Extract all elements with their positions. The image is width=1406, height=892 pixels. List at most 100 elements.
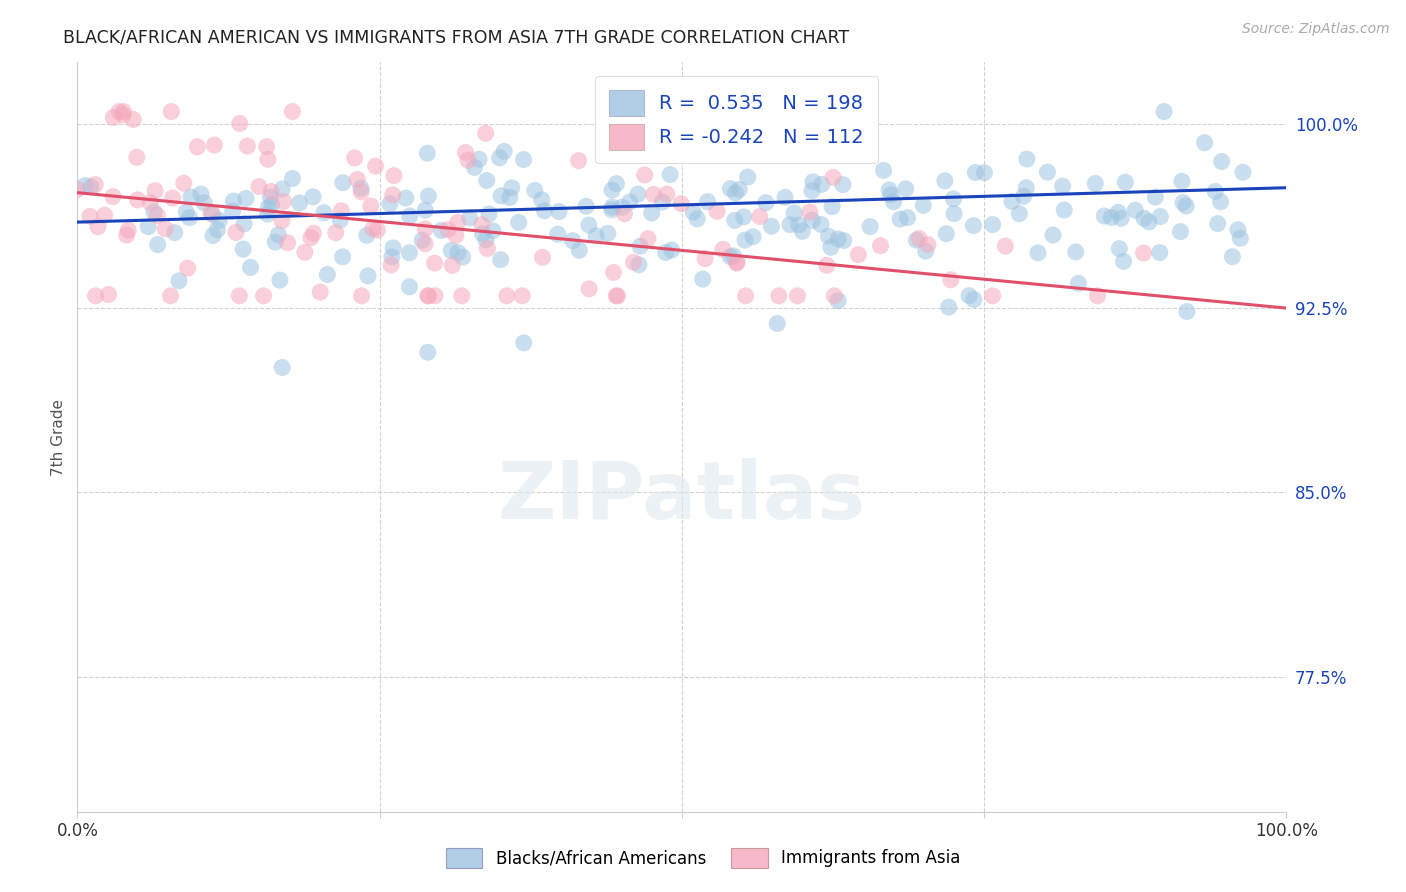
Point (877, 183, 900, 197)
Point (1015, 181, 1038, 195)
Point (1084, 177, 1107, 191)
Point (360, 199, 382, 213)
Point (792, 224, 814, 238)
Point (1123, 203, 1146, 218)
Point (600, 202, 623, 217)
Point (127, 193, 149, 207)
Point (748, 210, 770, 224)
Point (302, 227, 325, 241)
Point (605, 177, 627, 191)
Point (66, 182, 89, 196)
Point (606, 289, 628, 303)
Point (111, 108, 134, 122)
Point (846, 247, 869, 261)
Point (162, 191, 184, 205)
Point (810, 178, 832, 192)
Point (418, 189, 440, 203)
Point (193, 195, 215, 210)
Point (190, 187, 212, 202)
Point (343, 151, 366, 165)
Point (1171, 174, 1194, 188)
Point (938, 300, 960, 314)
Point (724, 186, 747, 200)
Point (474, 126, 496, 140)
Point (179, 211, 201, 225)
Point (450, 289, 472, 303)
Point (264, 235, 287, 249)
Legend: R =  0.535   N = 198, R = -0.242   N = 112: R = 0.535 N = 198, R = -0.242 N = 112 (595, 76, 877, 163)
Point (596, 227, 619, 241)
Point (101, 189, 124, 203)
Point (501, 181, 523, 195)
Point (627, 187, 650, 202)
Text: Source: ZipAtlas.com: Source: ZipAtlas.com (1241, 22, 1389, 37)
Point (718, 250, 741, 264)
Point (820, 240, 842, 254)
Point (1211, 154, 1233, 169)
Point (1229, 231, 1251, 245)
Point (737, 169, 759, 184)
Point (1114, 175, 1136, 189)
Point (1053, 202, 1076, 217)
Point (692, 272, 714, 286)
Point (817, 229, 839, 244)
Point (880, 187, 903, 202)
Point (1204, 185, 1226, 199)
Point (136, 219, 159, 234)
Legend: Blacks/African Americans, Immigrants from Asia: Blacks/African Americans, Immigrants fro… (439, 841, 967, 875)
Point (799, 205, 821, 219)
Point (787, 218, 810, 232)
Point (1112, 254, 1135, 268)
Point (530, 193, 553, 207)
Point (1132, 246, 1154, 260)
Point (489, 189, 512, 203)
Point (176, 261, 198, 276)
Point (273, 194, 295, 209)
Point (1052, 179, 1074, 194)
Point (1099, 211, 1122, 225)
Point (1149, 245, 1171, 260)
Point (908, 231, 931, 245)
Point (489, 252, 512, 267)
Point (361, 222, 384, 236)
Point (494, 145, 516, 159)
Point (271, 182, 294, 196)
Point (464, 161, 486, 175)
Point (1209, 194, 1232, 209)
Point (832, 234, 855, 248)
Point (364, 159, 387, 173)
Point (413, 203, 436, 218)
Point (669, 196, 692, 211)
Point (413, 222, 436, 236)
Point (627, 258, 650, 272)
Point (112, 104, 135, 119)
Point (79, 210, 101, 224)
Point (398, 280, 420, 294)
Point (1222, 250, 1244, 264)
Point (568, 153, 591, 168)
Point (239, 260, 262, 275)
Point (381, 250, 404, 264)
Point (1133, 211, 1156, 226)
Point (1153, 104, 1175, 119)
Point (87, 219, 110, 234)
Point (139, 195, 162, 210)
Point (200, 206, 222, 220)
Point (531, 250, 554, 264)
Point (821, 200, 844, 214)
Point (84, 178, 107, 192)
Point (1175, 199, 1198, 213)
Point (1026, 246, 1049, 260)
Point (786, 289, 808, 303)
Point (416, 345, 439, 359)
Point (724, 213, 747, 227)
Point (962, 219, 984, 233)
Point (981, 289, 1004, 303)
Point (471, 218, 494, 232)
Point (398, 245, 420, 260)
Point (451, 250, 474, 264)
Point (1001, 194, 1024, 209)
Point (471, 227, 494, 241)
Point (267, 227, 290, 242)
Point (418, 289, 440, 303)
